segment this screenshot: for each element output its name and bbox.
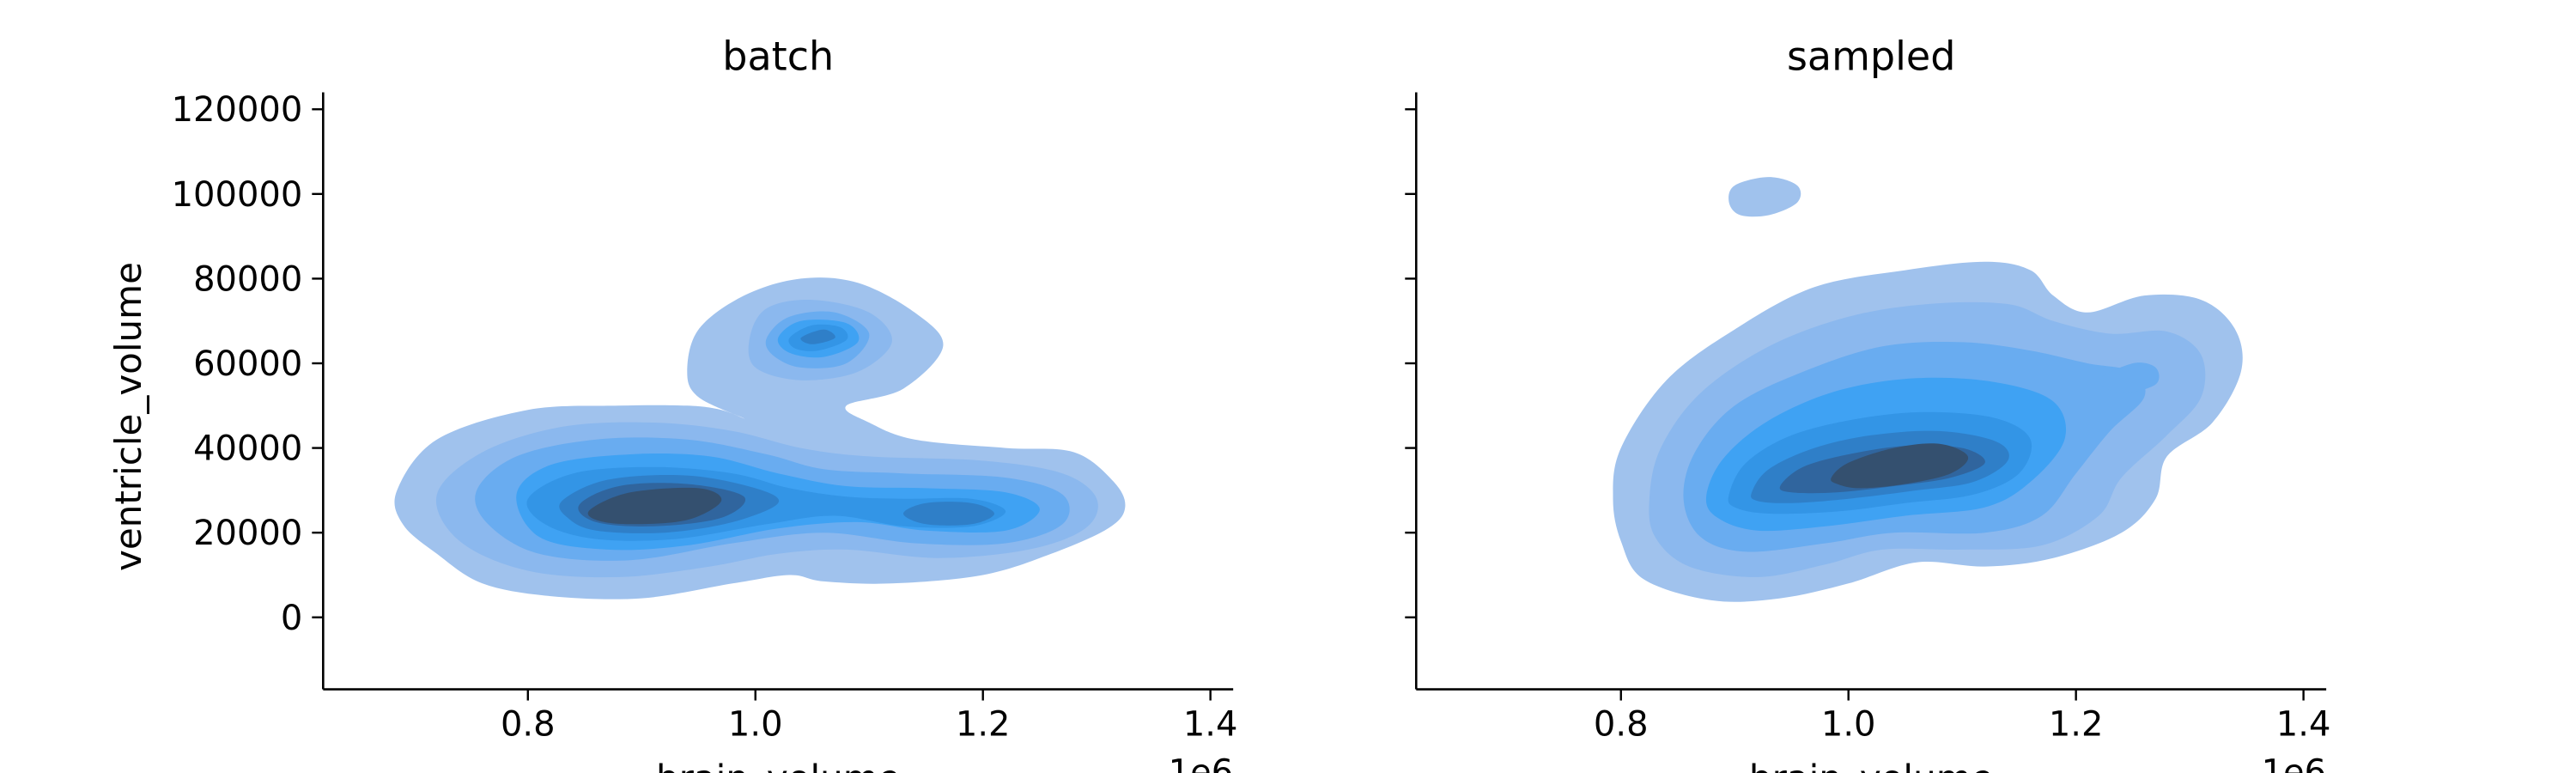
contour-level-6-region-2: [903, 502, 994, 526]
x-tick-label: 1.0: [728, 705, 783, 745]
x-tick-label: 0.8: [501, 705, 556, 745]
x-tick-label: 1.4: [1183, 705, 1238, 745]
chart-title: sampled: [1787, 33, 1955, 80]
x-tick-label: 1.0: [1821, 705, 1876, 745]
y-tick-label: 20000: [193, 514, 302, 553]
contour-level-1-region-2: [1728, 177, 1801, 217]
x-axis-label: brain_volume: [1749, 758, 1994, 773]
contour-level-8-region-1: [1831, 443, 1969, 489]
plot-panel-sampled: 0.8 1.0 1.2 1.4 sampled brain_volume 1e6: [1405, 33, 2330, 773]
y-axis-label: ventricle_volume: [107, 262, 149, 571]
chart-title: batch: [722, 33, 834, 80]
x-tick-label: 1.4: [2276, 705, 2331, 745]
y-tick-label: 80000: [193, 259, 302, 299]
x-offset-label: 1e6: [2262, 753, 2327, 773]
x-axis-label: brain_volume: [656, 758, 901, 773]
contour-level-3-region-2: [2099, 362, 2160, 393]
y-tick-label: 120000: [172, 90, 303, 130]
x-tick-label: 1.2: [2049, 705, 2104, 745]
contour-level-8-region-1: [587, 487, 722, 525]
x-tick-label: 0.8: [1594, 705, 1649, 745]
x-offset-label: 1e6: [1169, 753, 1234, 773]
y-tick-label: 100000: [172, 175, 303, 215]
plot-panel-batch: 0.8 1.0 1.2 1.4 0 20000 40000 60000 80000 100000 1…: [107, 33, 1238, 773]
y-tick-label: 40000: [193, 429, 302, 469]
y-tick-label: 0: [281, 599, 302, 638]
y-tick-label: 60000: [193, 344, 302, 384]
x-tick-label: 1.2: [956, 705, 1011, 745]
contour-level-6-region-3: [800, 329, 835, 344]
density-contours: [394, 277, 1126, 600]
density-contours: [1613, 177, 2243, 602]
